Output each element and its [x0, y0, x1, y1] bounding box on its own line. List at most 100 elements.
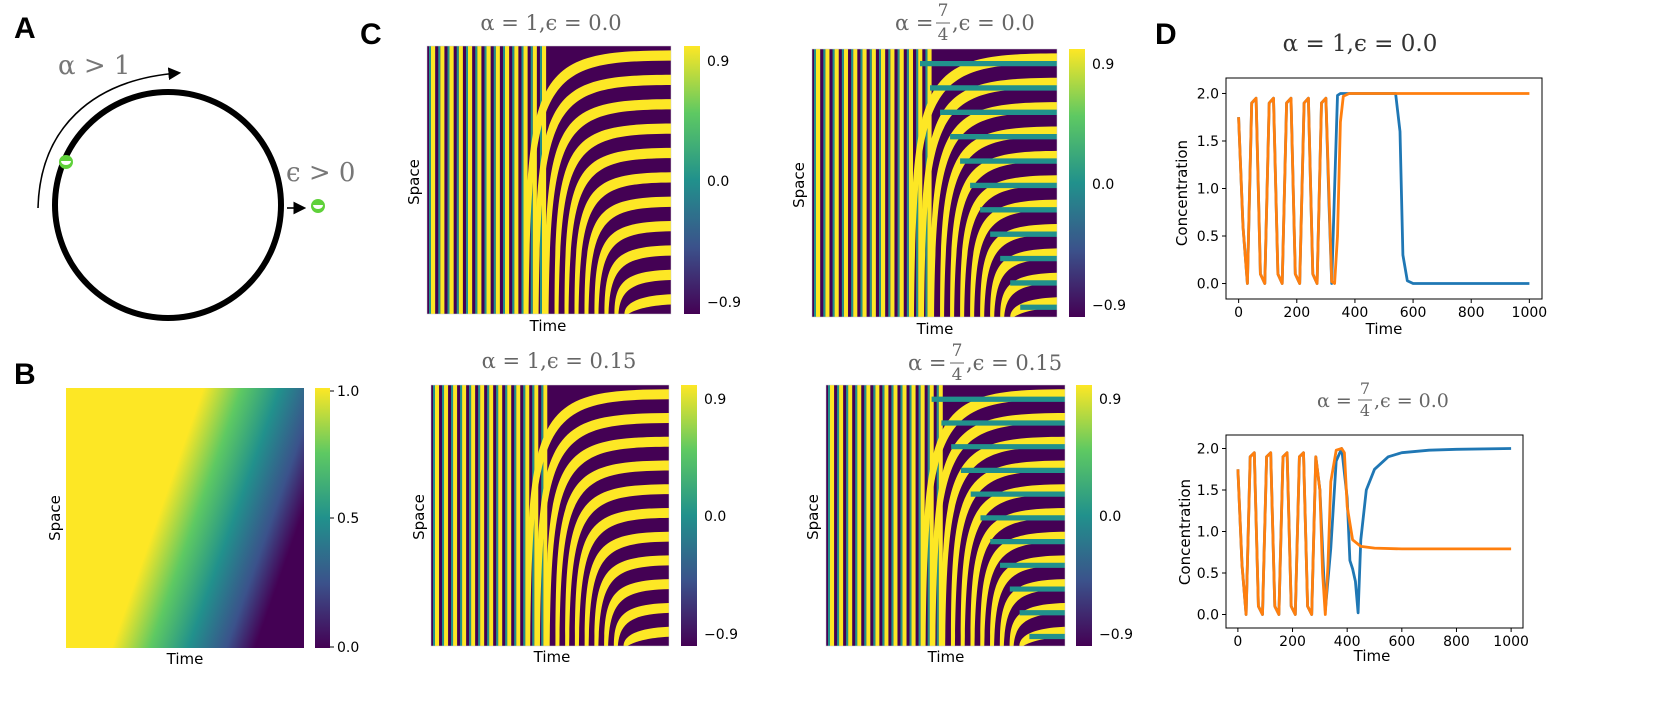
oscillation-stripe — [875, 385, 880, 646]
c4-xlabel: Time — [927, 648, 965, 666]
svg-text:4: 4 — [938, 25, 949, 45]
gradient-heatmap — [66, 388, 304, 648]
settled-band — [604, 579, 669, 646]
svg-text:α =: α = — [1317, 390, 1352, 412]
oscillation-stripe — [486, 46, 491, 314]
x-tick-label: 0 — [1233, 634, 1242, 650]
oscillation-stripe — [444, 385, 449, 646]
b-cbar-tick: 0.5 — [337, 511, 359, 527]
svg-text:,ϵ = 0.0: ,ϵ = 0.0 — [1374, 390, 1449, 412]
x-tick-label: 600 — [1388, 634, 1415, 650]
oscillation-stripe — [514, 46, 519, 314]
c3-colorbar — [681, 385, 697, 646]
b-cbar-tick: 0.0 — [337, 640, 359, 656]
d2-xlabel: Time — [1353, 647, 1391, 665]
heatmap-c4 — [825, 384, 1066, 647]
svg-text:7: 7 — [1360, 379, 1370, 398]
eps-annotation: ϵ > 0 — [286, 158, 355, 188]
series-line-1 — [1237, 92, 1530, 285]
panel-c-label: C — [360, 18, 382, 51]
oscillation-stripe — [532, 46, 537, 314]
oscillation-stripe — [918, 49, 923, 317]
oscillation-stripe — [843, 49, 849, 317]
settled-band — [604, 245, 671, 314]
c3-xlabel: Time — [533, 648, 571, 666]
oscillation-stripe — [471, 385, 476, 646]
oscillation-stripe — [435, 385, 440, 646]
line-chart-d1: 0 200 400 600 800 1000 0.0 0.5 1.0 1.5 2.0 — [1197, 77, 1547, 321]
b-colorbar — [315, 388, 330, 648]
c4-cbar-tick: 0.0 — [1099, 509, 1121, 525]
ring-circle — [52, 89, 284, 321]
d2-title: α = 7 4 ,ϵ = 0.0 — [1317, 379, 1449, 420]
c2-ylabel: Space — [790, 162, 808, 208]
oscillation-stripe — [489, 385, 494, 646]
c1-colorbar — [684, 46, 700, 314]
oscillation-stripe — [911, 385, 916, 646]
panel-c: C α = 1,ϵ = 0.0 Time Space 0.9 0.0 −0.9 … — [360, 1, 1133, 666]
c3-ylabel: Space — [410, 494, 428, 540]
oscillation-stripe — [534, 385, 539, 646]
svg-text:7: 7 — [938, 1, 949, 21]
panel-b: B Time Space 1.0 0.5 0.0 — [14, 358, 359, 668]
alpha-annotation: α > 1 — [58, 51, 130, 81]
settled-band — [623, 626, 669, 646]
x-tick-label: 0 — [1234, 305, 1243, 321]
c4-cbar-tick: −0.9 — [1099, 627, 1133, 643]
alpha-arc-arrow — [37, 67, 182, 209]
y-tick-label: 2.0 — [1197, 86, 1219, 102]
c1-cbar-tick: 0.9 — [707, 54, 729, 70]
c4-ylabel: Space — [804, 494, 822, 540]
y-tick-label: 0.5 — [1197, 229, 1219, 245]
b-xlabel: Time — [166, 650, 204, 668]
b-cbar-tick: 1.0 — [337, 384, 359, 400]
x-tick-label: 600 — [1400, 305, 1427, 321]
y-tick-label: 0.5 — [1197, 566, 1219, 582]
panel-a-label: A — [14, 12, 36, 45]
settled-band — [990, 555, 1065, 646]
c3-cbar-tick: 0.0 — [704, 509, 726, 525]
panel-a: A α > 1 ϵ > 0 — [14, 12, 355, 321]
x-tick-label: 800 — [1443, 634, 1470, 650]
c4-title: α = 7 4 ,ϵ = 0.15 — [908, 341, 1062, 385]
y-tick-label: 1.0 — [1197, 182, 1219, 198]
svg-text:4: 4 — [1360, 401, 1370, 420]
line-chart-d2: 0 200 400 600 800 1000 0.0 0.5 1.0 1.5 2.0 — [1197, 434, 1529, 650]
d2-ylabel: Concentration — [1176, 479, 1194, 585]
c1-ylabel: Space — [405, 159, 423, 205]
b-ylabel: Space — [46, 495, 64, 541]
oscillation-stripe — [467, 46, 473, 314]
oscillation-stripe — [899, 49, 904, 317]
oscillation-stripe — [857, 385, 862, 646]
d1-xlabel: Time — [1365, 320, 1403, 338]
oscillation-stripe — [504, 46, 510, 314]
oscillation-stripe — [871, 49, 876, 317]
c3-cbar-tick: −0.9 — [704, 627, 738, 643]
svg-text:α =: α = — [908, 351, 946, 375]
series-line-1 — [1236, 447, 1512, 616]
oscillation-stripe — [830, 385, 835, 646]
oscillation-stripe — [929, 385, 934, 646]
settled-band — [594, 555, 669, 646]
y-tick-label: 2.0 — [1197, 442, 1219, 458]
oscillation-stripe — [480, 385, 485, 646]
oscillation-stripe — [908, 49, 914, 317]
oscillation-stripe — [825, 49, 830, 317]
x-tick-label: 1000 — [1493, 634, 1529, 650]
oscillation-stripe — [495, 46, 500, 314]
settled-band — [980, 224, 1057, 317]
oscillation-stripe — [453, 385, 458, 646]
c2-colorbar — [1069, 49, 1085, 317]
x-tick-label: 400 — [1334, 634, 1361, 650]
oscillation-stripe — [893, 385, 898, 646]
settled-band — [614, 269, 671, 314]
svg-text:,ϵ = 0.15: ,ϵ = 0.15 — [966, 351, 1062, 375]
oscillation-stripe — [816, 49, 821, 317]
c2-cbar-tick: −0.9 — [1092, 298, 1126, 314]
svg-text:α =: α = — [895, 11, 933, 35]
oscillation-stripe — [902, 385, 907, 646]
oscillation-stripe — [458, 46, 463, 314]
c3-cbar-tick: 0.9 — [704, 392, 726, 408]
svg-text:7: 7 — [952, 341, 963, 361]
